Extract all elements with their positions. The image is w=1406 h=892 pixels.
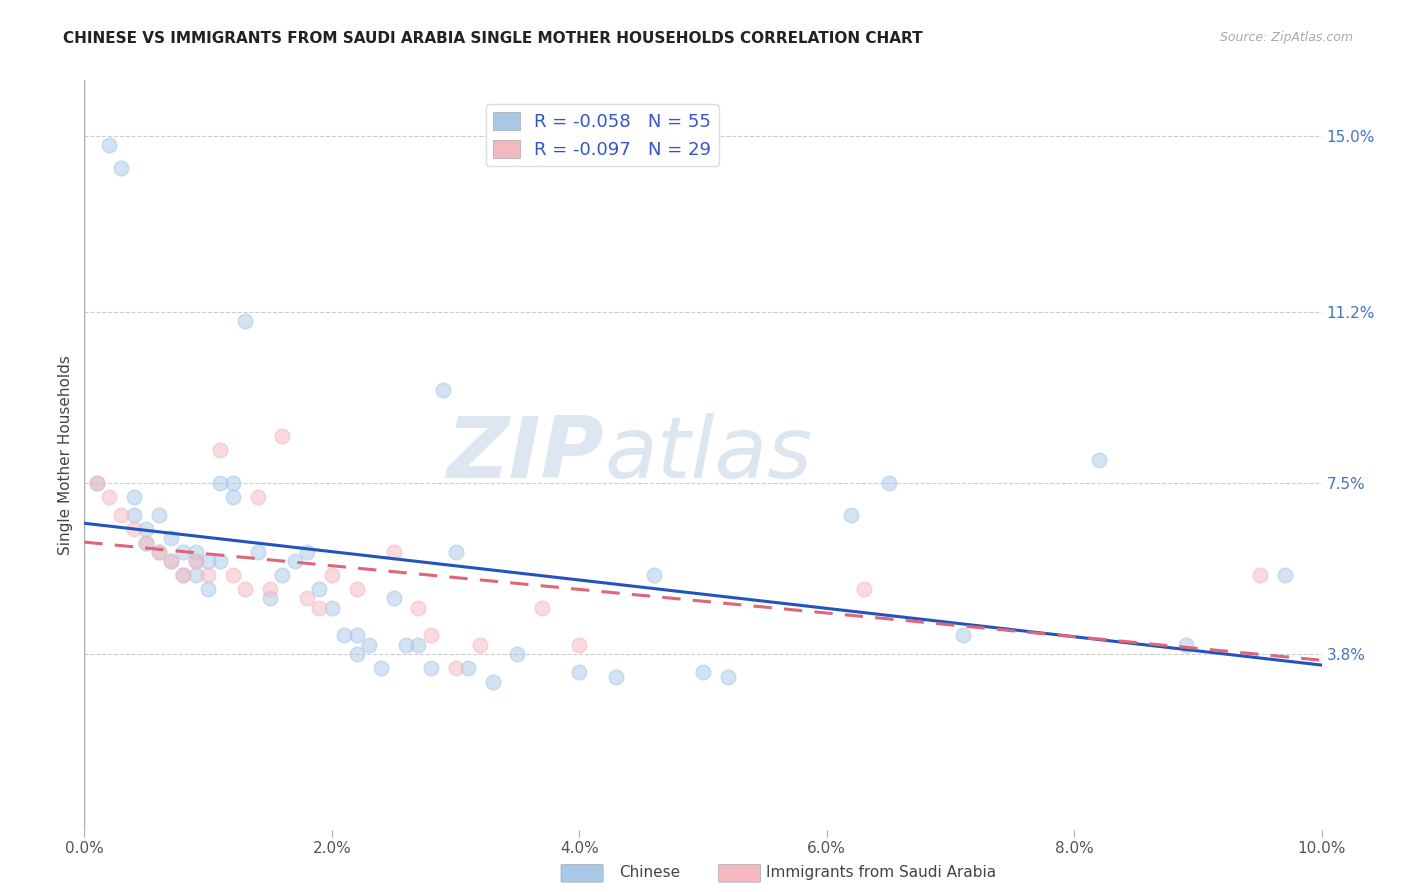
Point [692,665,714,680]
Point [122,508,145,522]
Point [135,522,157,536]
Point [222,490,245,504]
Point [197,568,219,582]
Point [98,490,121,504]
Point [643,568,665,582]
Point [841,508,863,522]
Point [110,161,132,176]
Point [172,568,194,582]
Point [1274,568,1296,582]
Text: ZIP: ZIP [446,413,605,497]
Point [1088,452,1111,467]
Point [122,522,145,536]
Point [148,545,170,559]
Legend: R = -0.058   N = 55, R = -0.097   N = 29: R = -0.058 N = 55, R = -0.097 N = 29 [485,104,718,167]
Point [148,545,170,559]
Text: Immigrants from Saudi Arabia: Immigrants from Saudi Arabia [766,865,997,880]
Point [160,531,183,545]
Point [122,490,145,504]
Point [419,628,441,642]
Point [444,661,467,675]
Point [233,314,256,328]
Point [346,647,368,661]
Point [382,591,405,606]
Point [444,545,467,559]
Point [233,582,256,596]
Point [197,554,219,568]
Point [346,628,368,642]
Point [395,638,418,652]
Point [246,545,269,559]
Point [370,661,392,675]
Point [852,582,875,596]
Point [86,475,108,490]
Point [148,508,170,522]
Point [209,443,232,458]
Point [209,554,232,568]
Point [98,138,121,153]
Point [333,628,356,642]
Point [605,670,627,684]
Point [160,554,183,568]
Point [321,600,343,615]
Point [86,475,108,490]
Point [271,429,294,443]
Point [457,661,479,675]
Point [470,638,492,652]
Point [408,638,430,652]
Point [172,545,194,559]
Point [877,475,900,490]
Point [408,600,430,615]
Point [506,647,529,661]
Text: Source: ZipAtlas.com: Source: ZipAtlas.com [1219,31,1353,45]
Point [184,554,207,568]
Point [481,674,503,689]
Point [209,475,232,490]
Point [531,600,554,615]
Point [184,554,207,568]
Point [568,665,591,680]
Point [271,568,294,582]
Text: CHINESE VS IMMIGRANTS FROM SAUDI ARABIA SINGLE MOTHER HOUSEHOLDS CORRELATION CHA: CHINESE VS IMMIGRANTS FROM SAUDI ARABIA … [63,31,922,46]
Point [717,670,740,684]
Point [184,568,207,582]
Point [222,568,245,582]
Point [259,591,281,606]
Point [184,545,207,559]
Point [382,545,405,559]
Point [357,638,380,652]
Point [284,554,307,568]
Point [110,508,132,522]
Point [135,536,157,550]
Point [568,638,591,652]
Point [295,545,318,559]
Point [246,490,269,504]
Y-axis label: Single Mother Households: Single Mother Households [58,355,73,555]
Point [1249,568,1271,582]
Point [222,475,245,490]
Point [308,582,330,596]
Point [172,568,194,582]
Point [346,582,368,596]
Point [308,600,330,615]
Point [160,554,183,568]
Point [1174,638,1197,652]
Point [321,568,343,582]
Text: Chinese: Chinese [619,865,679,880]
Point [295,591,318,606]
Point [952,628,974,642]
Point [197,582,219,596]
Point [259,582,281,596]
Text: atlas: atlas [605,413,813,497]
Point [419,661,441,675]
Point [432,383,454,397]
Point [135,536,157,550]
